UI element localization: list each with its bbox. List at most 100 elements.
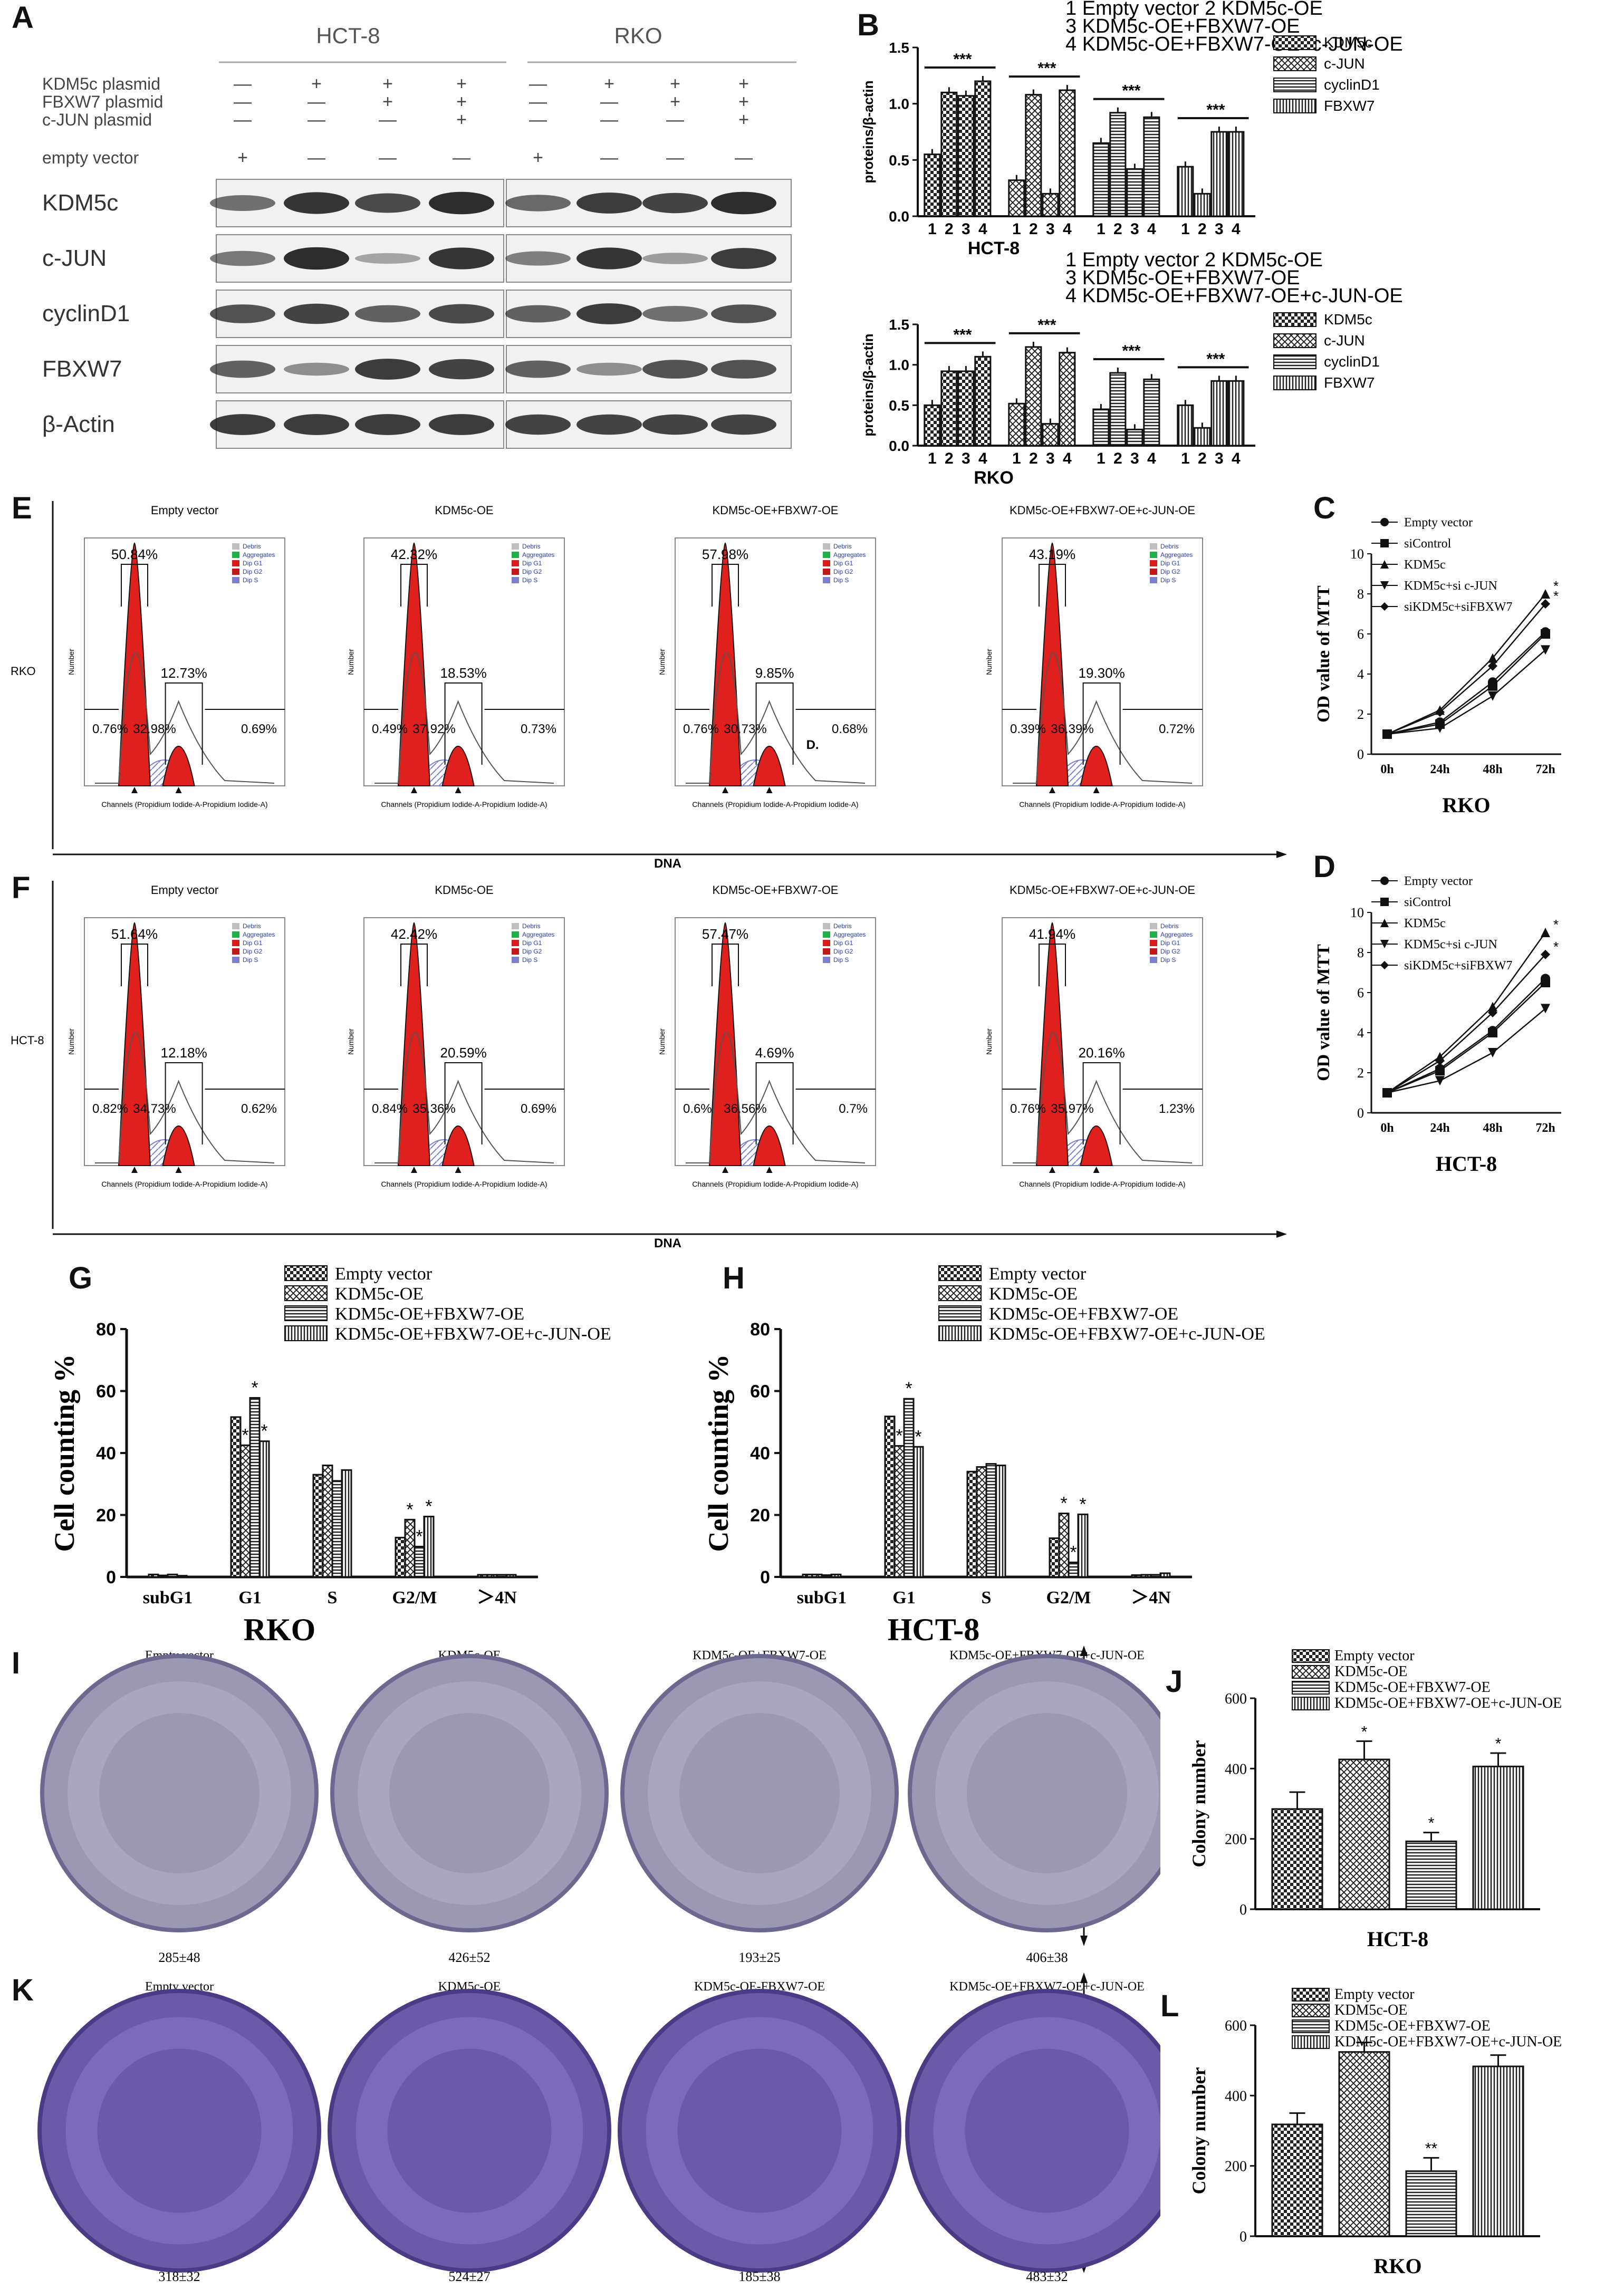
legend-swatch: [284, 1325, 328, 1341]
legend-swatch: [232, 940, 239, 946]
group-tick: 3: [1130, 450, 1139, 467]
colony-count: 318±32: [158, 2269, 200, 2284]
plate-shading: [646, 2017, 873, 2245]
legend-swatch: [232, 577, 239, 583]
series-line: [1387, 932, 1546, 1094]
bar: [995, 1465, 1006, 1578]
g1-percent: 57.98%: [702, 546, 748, 562]
y-tick-label: 600: [1225, 2018, 1247, 2034]
legend-swatch: [512, 931, 519, 938]
legend-label: Dip S: [1160, 956, 1176, 964]
category-label: ＞4N: [477, 1588, 517, 1608]
legend-label: Aggregates: [522, 551, 554, 559]
treatment-sign: +: [311, 74, 322, 94]
bar: [1059, 89, 1076, 217]
treatment-sign: +: [738, 92, 749, 112]
chart-title: HCT-8: [1436, 1152, 1497, 1176]
axis-x-label: Channels (Propidium Iodide-A-Propidium I…: [692, 1180, 858, 1188]
y-tick-label: 0: [1357, 1105, 1364, 1121]
right-percent: 0.68%: [832, 722, 868, 736]
cellcycle-rko-svg: 0 20 40 60 80 Cell counting % subG1 G1 S G2/M ＞4N *…: [49, 1264, 611, 1647]
legend-swatch: [938, 1325, 982, 1341]
arrow-up: [1080, 1646, 1088, 1656]
bar: [167, 1573, 178, 1578]
treatment-sign: —: [600, 92, 618, 112]
bar: [1025, 346, 1042, 447]
left-percent: 0.76%: [683, 722, 719, 736]
blot-band: [576, 414, 642, 435]
legend-label: Debris: [522, 543, 541, 550]
legend-swatch: [1273, 99, 1317, 113]
bar: [1143, 378, 1160, 447]
x-tick-label: 24h: [1430, 1121, 1449, 1135]
legend-label: KDM5c: [1324, 311, 1372, 328]
row-label: HCT-8: [11, 1034, 44, 1047]
legend-swatch: [1150, 940, 1157, 946]
bar: [966, 1470, 978, 1578]
blot-band: [711, 248, 776, 269]
legend-swatch: [823, 577, 830, 583]
group-tick: 1: [928, 220, 937, 238]
s-percent: 35.36%: [412, 1102, 455, 1116]
g2-marker: [175, 787, 182, 793]
legend-swatch: [512, 577, 519, 583]
group-tick: 3: [1215, 450, 1224, 467]
group-tick: 4: [1232, 450, 1241, 467]
g2-gate: [755, 682, 794, 765]
g2-percent: 4.69%: [755, 1045, 794, 1061]
g2-marker: [1093, 787, 1100, 793]
y-tick-label: 10: [1350, 905, 1364, 920]
bar: [1008, 402, 1025, 447]
y-tick-label: 6: [1357, 627, 1364, 642]
g1-peak: [1035, 922, 1069, 1166]
legend-swatch: [284, 1285, 328, 1301]
y-tick-label: 8: [1357, 586, 1364, 602]
treatment-sign: +: [533, 148, 543, 168]
category-label: subG1: [143, 1588, 193, 1608]
treatment-sign: +: [456, 92, 467, 112]
histogram-envelope: [686, 1032, 866, 1163]
legend-swatch: [232, 923, 239, 929]
legend-swatch: [1273, 333, 1317, 348]
bar: [1405, 2170, 1457, 2237]
data-point: [1380, 919, 1389, 927]
y-tick-label: 6: [1357, 985, 1364, 1000]
sig-star: *: [1553, 578, 1559, 594]
bar: [1338, 2051, 1390, 2237]
y-tick-label: 0.5: [889, 397, 909, 413]
flow-title: KDM5c-OE+FBXW7-OE: [713, 504, 839, 517]
bar: [341, 1469, 352, 1578]
dna-arrow: [1276, 1230, 1287, 1238]
treatment-sign: +: [670, 92, 680, 112]
blot-band: [284, 414, 349, 435]
group-tick: 1: [1097, 450, 1106, 467]
legend-swatch: [1292, 1697, 1330, 1710]
legend-swatch: [1150, 552, 1157, 558]
s-percent: 34.73%: [133, 1102, 176, 1116]
group-tick: 1: [1181, 220, 1190, 238]
y-tick-label: 0: [1239, 1902, 1247, 1918]
sig-star: *: [242, 1425, 248, 1445]
annotation: D.: [806, 738, 819, 752]
data-point: [1380, 581, 1389, 590]
x-tick-label: 48h: [1483, 763, 1502, 776]
series-line: [1387, 649, 1546, 735]
g2-marker: [766, 1167, 773, 1173]
legend-label: KDM5c-OE+FBXW7-OE+c-JUN-OE: [1334, 1695, 1562, 1711]
legend-label: Aggregates: [243, 931, 275, 938]
legend-label: Debris: [1160, 543, 1179, 550]
bar: [1159, 1572, 1171, 1578]
colony-rko-svg: 0 200 400 600 Colony number ** RKO Empty vector…: [1188, 1986, 1562, 2278]
flow-title: Empty vector: [151, 883, 218, 897]
treatment-sign: —: [529, 74, 547, 94]
legend-swatch: [823, 923, 830, 929]
legend-label: Dip G1: [243, 560, 263, 567]
bar: [940, 91, 958, 217]
blot-band: [355, 305, 420, 323]
legend-label: KDM5c-OE+FBXW7-OE: [335, 1304, 524, 1324]
blot-band: [576, 303, 642, 324]
legend-label: Dip G1: [243, 939, 263, 947]
legend-label: Aggregates: [833, 931, 866, 938]
